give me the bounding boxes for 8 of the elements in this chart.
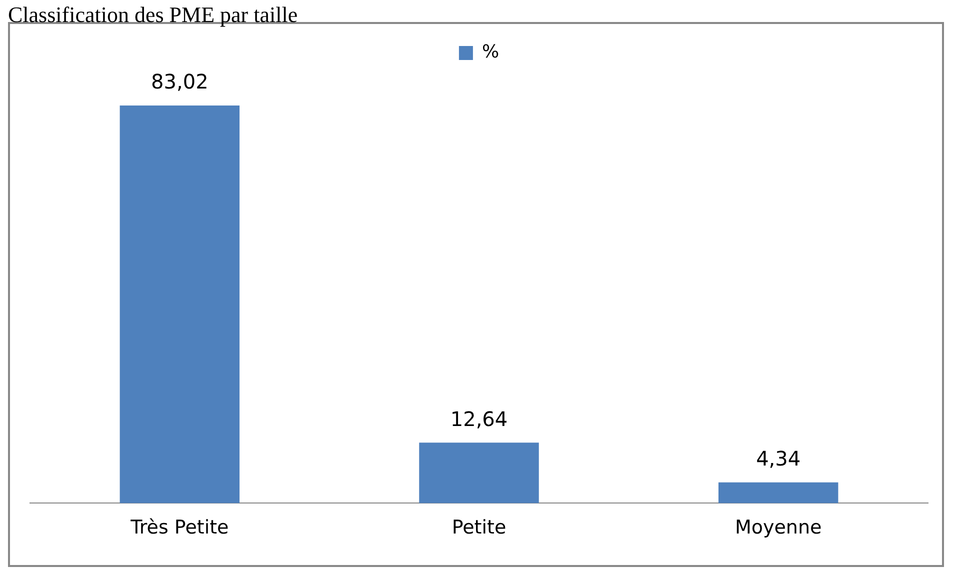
chart-title: Classification des PME par taille xyxy=(8,2,299,27)
legend-label: % xyxy=(482,42,500,63)
data-label: 83,02 xyxy=(151,70,208,94)
data-label: 12,64 xyxy=(450,406,508,431)
data-label: 4,34 xyxy=(756,446,801,471)
x-tick-label: Moyenne xyxy=(734,516,822,539)
x-tick-label: Très Petite xyxy=(130,516,229,539)
x-tick-label: Petite xyxy=(452,516,506,539)
